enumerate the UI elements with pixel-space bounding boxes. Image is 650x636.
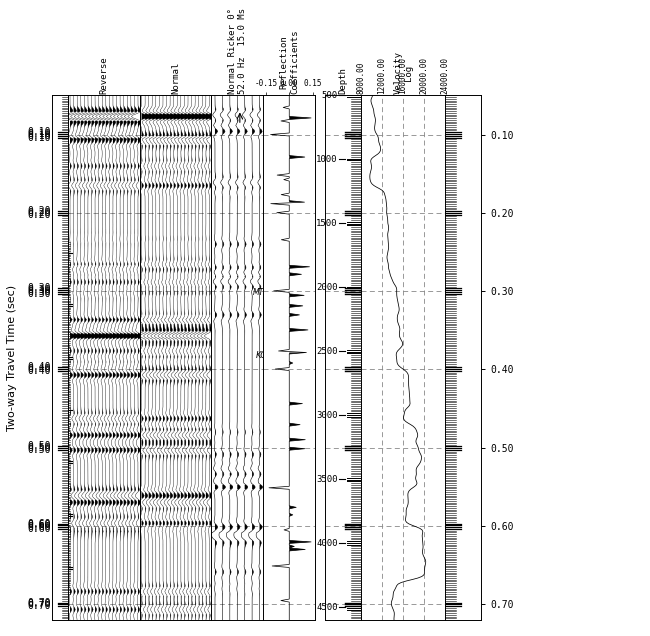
Text: 0.50: 0.50: [28, 443, 51, 453]
Text: 0.70: 0.70: [28, 599, 51, 609]
Text: 0.40: 0.40: [28, 363, 51, 373]
Text: 0.30: 0.30: [28, 285, 51, 295]
Text: Velocity
Log: Velocity Log: [393, 51, 413, 94]
Text: 0.10: 0.10: [28, 132, 51, 142]
Text: 0.50: 0.50: [28, 445, 51, 455]
Text: 0.70: 0.70: [28, 598, 51, 607]
Text: 0.30: 0.30: [28, 287, 51, 297]
Text: Normal: Normal: [171, 62, 180, 94]
Text: 0.60: 0.60: [28, 518, 51, 529]
Text: Depth: Depth: [339, 67, 347, 94]
Text: 0.60: 0.60: [28, 524, 51, 534]
Text: 0.30: 0.30: [28, 284, 51, 293]
Text: 1000: 1000: [316, 155, 337, 164]
Text: 0.20: 0.20: [28, 208, 51, 218]
Text: 0.50: 0.50: [28, 441, 51, 452]
Text: 0.10: 0.10: [28, 129, 51, 139]
Text: 0.20: 0.20: [28, 206, 51, 216]
Text: 2000: 2000: [316, 283, 337, 292]
Text: 3000: 3000: [316, 411, 337, 420]
Text: 0.10: 0.10: [28, 127, 51, 137]
Text: 20000.00: 20000.00: [420, 57, 428, 94]
Text: 1500: 1500: [316, 219, 337, 228]
Text: 0.40: 0.40: [28, 364, 51, 374]
Text: 3500: 3500: [316, 475, 337, 484]
Text: 0.10: 0.10: [28, 131, 51, 141]
Text: Two-way Travel Time (sec): Two-way Travel Time (sec): [6, 285, 17, 431]
Text: 4500: 4500: [316, 603, 337, 612]
Text: Normal Ricker 0°
52.0 Hz  15.0 Ms: Normal Ricker 0° 52.0 Hz 15.0 Ms: [227, 8, 247, 94]
Text: 24000.00: 24000.00: [441, 57, 450, 94]
Text: Reflection
Coefficients: Reflection Coefficients: [280, 30, 299, 94]
Text: 0.40: 0.40: [28, 366, 51, 376]
Text: 12000.00: 12000.00: [378, 57, 386, 94]
Text: 0.30: 0.30: [28, 289, 51, 299]
Text: 0.60: 0.60: [28, 520, 51, 530]
Text: 500: 500: [321, 91, 337, 100]
Text: KC: KC: [255, 350, 266, 359]
Text: 8000.00: 8000.00: [356, 62, 365, 94]
Text: 0.60: 0.60: [28, 522, 51, 532]
Text: MTS: MTS: [253, 287, 269, 296]
Text: Reverse: Reverse: [99, 57, 109, 94]
Text: 0.20: 0.20: [28, 210, 51, 219]
Text: 0.70: 0.70: [28, 601, 51, 611]
Text: 2500: 2500: [316, 347, 337, 356]
Text: 16000.00: 16000.00: [398, 57, 408, 94]
Text: 4000: 4000: [316, 539, 337, 548]
